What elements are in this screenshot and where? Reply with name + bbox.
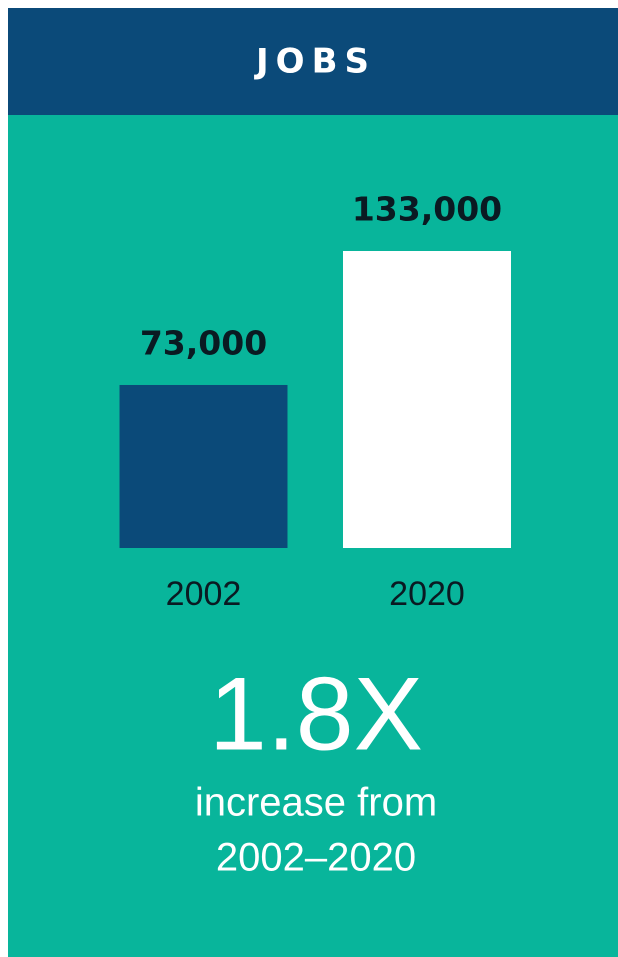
bar (343, 251, 511, 548)
annotation-multiplier: 1.8X (209, 656, 423, 772)
chart-title: JOBS (254, 42, 376, 82)
x-tick-label: 2002 (166, 575, 242, 613)
x-tick-label: 2020 (389, 575, 465, 613)
value-label: 133,000 (352, 190, 502, 229)
annotation-line: 2002–2020 (216, 836, 416, 880)
bar (119, 384, 288, 548)
panel (8, 8, 618, 957)
annotation-line: increase from (195, 781, 437, 825)
header (8, 8, 618, 115)
value-label: 73,000 (140, 323, 267, 362)
